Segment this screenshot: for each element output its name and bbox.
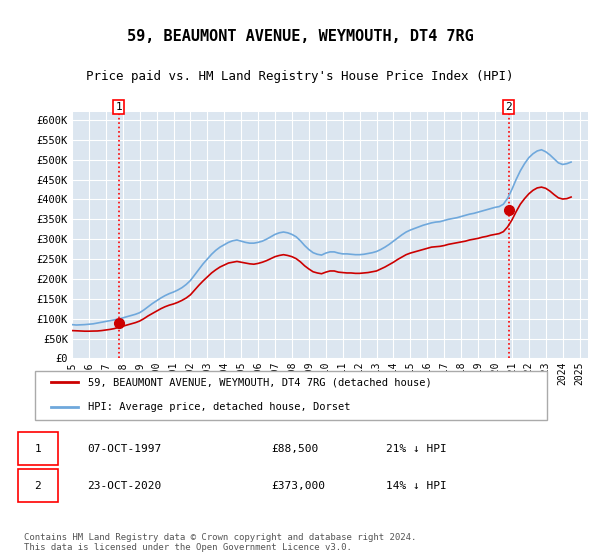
- Text: Price paid vs. HM Land Registry's House Price Index (HPI): Price paid vs. HM Land Registry's House …: [86, 70, 514, 83]
- Text: 1: 1: [35, 444, 41, 454]
- Text: 1: 1: [115, 102, 122, 112]
- Text: HPI: Average price, detached house, Dorset: HPI: Average price, detached house, Dors…: [88, 402, 350, 412]
- Text: 59, BEAUMONT AVENUE, WEYMOUTH, DT4 7RG: 59, BEAUMONT AVENUE, WEYMOUTH, DT4 7RG: [127, 29, 473, 44]
- FancyBboxPatch shape: [18, 469, 58, 502]
- Text: 2: 2: [505, 102, 512, 112]
- FancyBboxPatch shape: [35, 371, 547, 420]
- Text: 2: 2: [35, 480, 41, 491]
- Text: £373,000: £373,000: [271, 480, 325, 491]
- Text: £88,500: £88,500: [271, 444, 319, 454]
- FancyBboxPatch shape: [18, 432, 58, 465]
- Text: 14% ↓ HPI: 14% ↓ HPI: [386, 480, 447, 491]
- Text: Contains HM Land Registry data © Crown copyright and database right 2024.
This d: Contains HM Land Registry data © Crown c…: [23, 533, 416, 552]
- Text: 21% ↓ HPI: 21% ↓ HPI: [386, 444, 447, 454]
- Text: 23-OCT-2020: 23-OCT-2020: [87, 480, 161, 491]
- Text: 59, BEAUMONT AVENUE, WEYMOUTH, DT4 7RG (detached house): 59, BEAUMONT AVENUE, WEYMOUTH, DT4 7RG (…: [88, 377, 432, 388]
- Text: 07-OCT-1997: 07-OCT-1997: [87, 444, 161, 454]
